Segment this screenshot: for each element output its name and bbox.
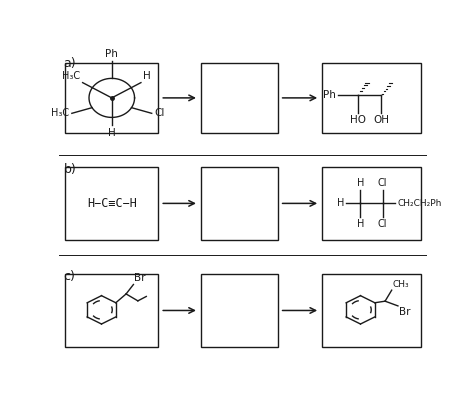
Bar bbox=[322, 63, 421, 133]
Text: Ph: Ph bbox=[323, 90, 336, 100]
Bar bbox=[65, 63, 158, 133]
Text: Cl: Cl bbox=[378, 178, 387, 188]
Bar bbox=[322, 274, 421, 347]
Text: Cl: Cl bbox=[378, 219, 387, 229]
Text: b): b) bbox=[64, 163, 76, 176]
Bar bbox=[65, 274, 158, 347]
Text: H₃C: H₃C bbox=[62, 71, 80, 81]
Bar bbox=[201, 167, 278, 240]
Text: H: H bbox=[108, 128, 116, 138]
Text: H: H bbox=[357, 219, 364, 229]
Text: H: H bbox=[337, 198, 344, 209]
Text: HO: HO bbox=[350, 115, 366, 125]
Text: H: H bbox=[143, 71, 151, 81]
Bar bbox=[65, 167, 158, 240]
Text: CH₃: CH₃ bbox=[392, 280, 409, 289]
Text: Br: Br bbox=[134, 273, 146, 283]
Text: Br: Br bbox=[399, 307, 410, 317]
Bar bbox=[201, 63, 278, 133]
Text: Ph: Ph bbox=[105, 49, 118, 59]
Text: CH₂CH₂Ph: CH₂CH₂Ph bbox=[397, 199, 442, 208]
Bar bbox=[201, 274, 278, 347]
Text: c): c) bbox=[64, 270, 75, 283]
Text: a): a) bbox=[64, 57, 76, 70]
Text: H: H bbox=[357, 178, 364, 188]
Text: H−C≡C−H: H−C≡C−H bbox=[87, 197, 137, 210]
Bar bbox=[322, 167, 421, 240]
Text: OH: OH bbox=[374, 115, 390, 125]
Text: Cl: Cl bbox=[154, 108, 164, 118]
Text: H₃C: H₃C bbox=[51, 108, 69, 118]
